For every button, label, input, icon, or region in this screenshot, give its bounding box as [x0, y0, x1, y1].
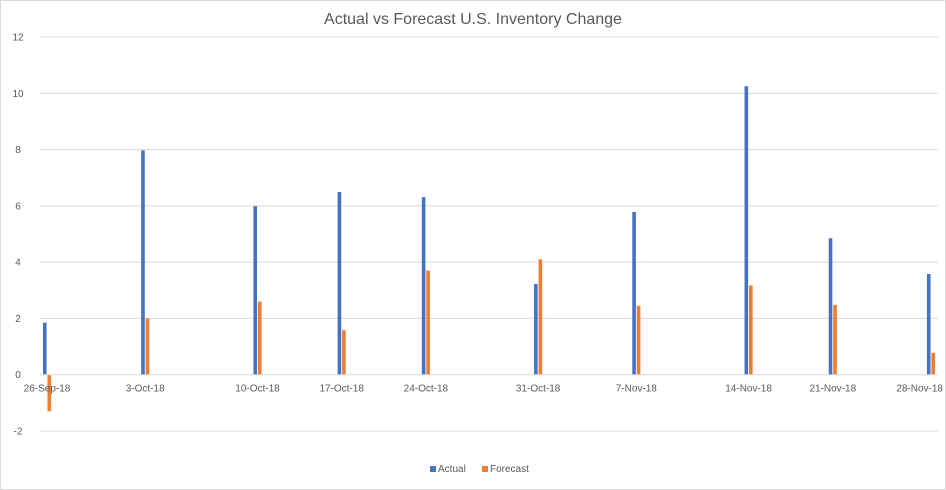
bar-actual-2018-10-03	[141, 150, 145, 375]
x-tick-label: 3-Oct-18	[126, 384, 165, 395]
x-tick-label: 31-Oct-18	[516, 384, 561, 395]
y-tick-label: -2	[14, 427, 23, 438]
bar-actual-2018-11-07	[632, 212, 636, 375]
x-axis-labels: 26-Sep-18 3-Oct-18 10-Oct-18 17-Oct-18 24-Oc…	[24, 384, 944, 395]
y-tick-label: 6	[15, 201, 21, 212]
bar-forecast-2018-11-07	[636, 305, 641, 375]
x-tick-label: 28-Nov-18	[896, 384, 943, 395]
bar-actual-2018-10-17	[337, 192, 342, 375]
bar-forecast-2018-10-17	[342, 330, 346, 375]
legend-swatch-actual	[430, 466, 436, 472]
y-tick-label: 4	[15, 258, 21, 269]
bar-actual-2018-10-23	[421, 197, 426, 375]
bar-actual-2018-09-26	[42, 322, 47, 375]
gridlines	[40, 36, 938, 432]
bar-forecast-2018-11-15	[749, 285, 753, 375]
x-tick-label: 7-Nov-18	[616, 384, 658, 395]
bar-forecast-2018-10-03	[145, 318, 150, 375]
bar-actual-2018-10-11	[253, 206, 258, 375]
bar-actual-2018-11-28	[926, 273, 931, 375]
x-tick-label: 21-Nov-18	[809, 384, 856, 395]
bar-actual-2018-11-21	[828, 238, 833, 375]
y-axis-labels: -2 0 2 4 6 8 10 12	[12, 33, 24, 438]
bar-actual-2018-10-31	[534, 284, 538, 375]
legend-label-actual: Actual	[438, 464, 466, 475]
legend-swatch-forecast	[482, 466, 488, 472]
legend: Actual Forecast	[430, 464, 529, 475]
y-tick-label: 12	[12, 33, 24, 44]
chart-title: Actual vs Forecast U.S. Inventory Change	[324, 11, 622, 28]
bar-forecast-2018-11-21	[833, 304, 837, 375]
bar-forecast-2018-10-23	[426, 270, 430, 375]
bar-forecast-2018-10-31	[538, 259, 543, 375]
bar-actual-2018-11-15	[744, 86, 749, 375]
bar-forecast-2018-10-11	[257, 301, 262, 375]
plot-bars	[42, 86, 936, 412]
legend-label-forecast: Forecast	[490, 464, 529, 475]
bar-forecast-2018-11-28	[931, 352, 936, 375]
x-tick-label: 17-Oct-18	[319, 384, 364, 395]
y-tick-label: 10	[12, 89, 24, 100]
y-tick-label: 8	[15, 145, 21, 156]
x-tick-label: 26-Sep-18	[24, 384, 71, 395]
y-tick-label: 0	[15, 370, 21, 381]
x-tick-label: 24-Oct-18	[404, 384, 449, 395]
y-tick-label: 2	[15, 314, 21, 325]
x-tick-label: 10-Oct-18	[235, 384, 280, 395]
x-tick-label: 14-Nov-18	[725, 384, 772, 395]
bar-forecast-2018-09-26	[47, 374, 52, 412]
